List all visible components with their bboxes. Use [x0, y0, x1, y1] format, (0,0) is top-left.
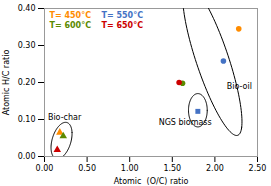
svg-text:1.00: 1.00	[121, 164, 139, 173]
svg-text:Bio-char: Bio-char	[48, 113, 82, 122]
svg-text:2.00: 2.00	[206, 164, 224, 173]
svg-text:2.50: 2.50	[249, 164, 267, 173]
svg-text:T= 650°C: T= 650°C	[102, 21, 144, 30]
svg-text:T= 600°C: T= 600°C	[50, 21, 92, 30]
svg-text:T= 550°C: T= 550°C	[102, 11, 144, 20]
svg-text:0.00: 0.00	[18, 152, 36, 161]
svg-text:0.10: 0.10	[18, 115, 36, 124]
svg-text:Atomic H/C ratio: Atomic H/C ratio	[2, 50, 11, 116]
svg-text:0.40: 0.40	[18, 4, 36, 13]
svg-text:NGS biomass: NGS biomass	[159, 118, 212, 127]
svg-text:0.50: 0.50	[78, 164, 96, 173]
svg-text:0.00: 0.00	[36, 164, 54, 173]
svg-text:Bio-oil: Bio-oil	[227, 82, 252, 91]
svg-text:0.20: 0.20	[18, 78, 36, 87]
svg-text:1.50: 1.50	[163, 164, 181, 173]
svg-text:T= 450°C: T= 450°C	[50, 11, 92, 20]
svg-text:0.30: 0.30	[18, 41, 36, 50]
svg-text:Atomic (O/C) ratio: Atomic (O/C) ratio	[114, 177, 189, 186]
